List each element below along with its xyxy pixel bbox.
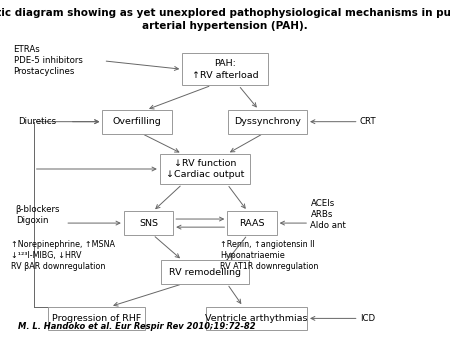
Text: ↑Norepinephrine, ↑MSNA
↓¹²³I-MIBG, ↓HRV
RV βAR downregulation: ↑Norepinephrine, ↑MSNA ↓¹²³I-MIBG, ↓HRV … [11,240,115,271]
FancyBboxPatch shape [102,110,172,134]
Text: ACEIs
ARBs
Aldo ant: ACEIs ARBs Aldo ant [310,199,346,230]
FancyBboxPatch shape [124,211,173,235]
Text: ICD: ICD [360,314,375,323]
Text: CRT: CRT [360,117,377,126]
Text: Overfilling: Overfilling [113,117,162,126]
Text: Dyssynchrony: Dyssynchrony [234,117,301,126]
FancyBboxPatch shape [228,110,307,134]
Text: M. L. Handoko et al. Eur Respir Rev 2010;19:72-82: M. L. Handoko et al. Eur Respir Rev 2010… [18,322,256,331]
FancyBboxPatch shape [49,307,145,330]
FancyBboxPatch shape [206,307,307,330]
Text: ↑Renin, ↑angiotensin II
Hyponatriaemie
RV AT1R downregulation: ↑Renin, ↑angiotensin II Hyponatriaemie R… [220,240,319,271]
FancyBboxPatch shape [182,53,268,85]
Text: PAH:
↑RV afterload: PAH: ↑RV afterload [192,59,258,79]
Text: Schematic diagram showing as yet unexplored pathophysiological mechanisms in pul: Schematic diagram showing as yet unexplo… [0,8,450,31]
FancyBboxPatch shape [227,211,277,235]
FancyBboxPatch shape [161,260,248,284]
Text: RAAS: RAAS [239,219,265,227]
Text: β-blockers
Digoxin: β-blockers Digoxin [16,204,60,225]
Text: ETRAs
PDE-5 inhibitors
Prostacyclines: ETRAs PDE-5 inhibitors Prostacyclines [14,45,82,76]
Text: Diuretics: Diuretics [18,117,56,126]
FancyBboxPatch shape [160,154,250,184]
Text: Ventricle arthythmias: Ventricle arthythmias [205,314,308,323]
Text: SNS: SNS [139,219,158,227]
Text: RV remodelling: RV remodelling [169,268,241,276]
Text: Progression of RHF: Progression of RHF [52,314,141,323]
Text: ↓RV function
↓Cardiac output: ↓RV function ↓Cardiac output [166,159,244,179]
